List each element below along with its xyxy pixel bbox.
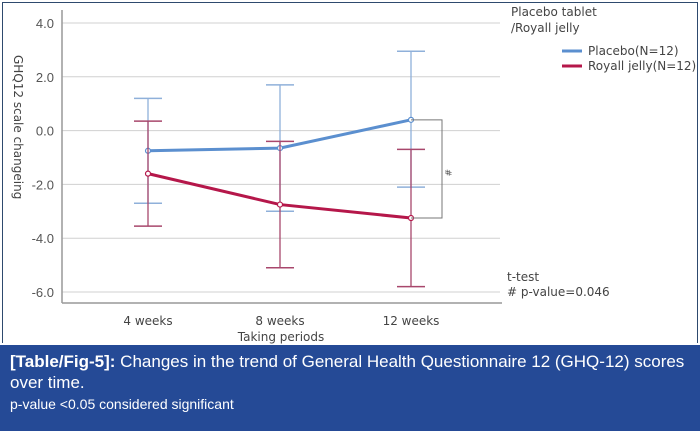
y-tick-labels: 4.0 2.0 0.0 -2.0 -4.0 -6.0	[32, 16, 54, 300]
y-tick-label: -2.0	[32, 177, 54, 192]
p-value-label: # p-value=0.046	[507, 285, 610, 299]
legend: Placebo tablet /Royall jelly Placebo(N=1…	[511, 5, 696, 73]
legend-title-1: Placebo tablet	[511, 5, 597, 19]
x-axis-label: Taking periods	[237, 330, 325, 344]
y-tick-label: 2.0	[36, 70, 54, 85]
y-axis-label: GHQ12 scale changeing	[11, 55, 25, 199]
series-royal-jelly	[134, 120, 425, 288]
gridlines	[62, 22, 500, 293]
significance-marker: #	[442, 169, 452, 177]
line-chart: 4.0 2.0 0.0 -2.0 -4.0 -6.0 GHQ12 scale change…	[11, 5, 696, 344]
figure-caption: [Table/Fig-5]: Changes in the trend of G…	[0, 345, 700, 431]
y-tick-label: 0.0	[36, 124, 54, 139]
series-group	[134, 50, 425, 288]
significance-bracket: #	[411, 119, 452, 219]
legend-label-placebo: Placebo(N=12)	[588, 44, 679, 58]
x-tick-label: 8 weeks	[255, 314, 304, 328]
y-tick-label: 4.0	[36, 16, 54, 31]
figure-frame	[2, 2, 698, 343]
caption-note: p-value <0.05 considered significant	[10, 396, 234, 412]
x-tick-labels: 4 weeks 8 weeks 12 weeks	[123, 314, 439, 328]
data-point	[276, 201, 284, 208]
data-point	[144, 170, 152, 177]
y-tick-label: -6.0	[32, 285, 54, 300]
x-tick-label: 4 weeks	[123, 314, 172, 328]
caption-text: [Table/Fig-5]: Changes in the trend of G…	[10, 351, 690, 393]
caption-lead: [Table/Fig-5]:	[10, 352, 116, 371]
bracket-line	[411, 119, 443, 219]
x-tick-label: 12 weeks	[383, 314, 440, 328]
test-label: t-test	[507, 270, 539, 284]
caption-body: Changes in the trend of General Health Q…	[10, 352, 685, 392]
legend-title-2: /Royall jelly	[511, 21, 580, 35]
y-tick-label: -4.0	[32, 231, 54, 246]
legend-label-royal-jelly: Royall jelly(N=12)	[588, 59, 696, 73]
